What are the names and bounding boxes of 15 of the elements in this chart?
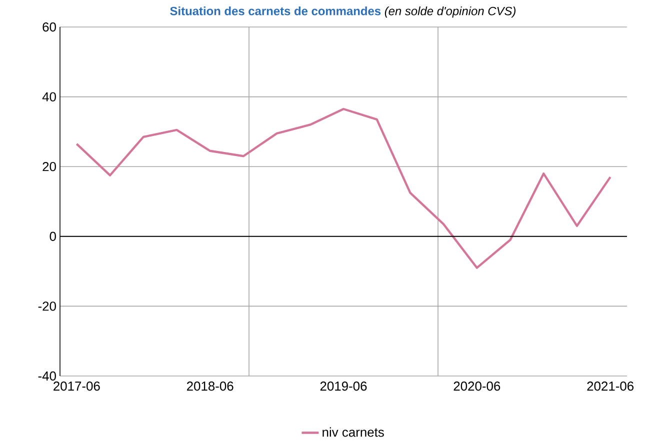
x-tick-label: 2017-06 <box>54 382 100 391</box>
line-series <box>76 108 612 269</box>
x-tick-label: 2021-06 <box>587 382 634 391</box>
legend-label: niv carnets <box>322 427 384 437</box>
y-tick-label: -20 <box>38 302 56 311</box>
x-tick-label: 2018-06 <box>186 382 234 391</box>
y-tick-label: -40 <box>38 371 56 381</box>
chart-title: Situation des carnets de commandes <box>170 6 381 16</box>
y-tick-label: 40 <box>42 92 56 102</box>
x-tick-label: 2019-06 <box>320 382 367 391</box>
x-tick-label: 2020-06 <box>454 382 500 391</box>
y-tick-label: 20 <box>42 162 56 172</box>
chart-subtitle: (en solde d'opinion CVS) <box>384 6 516 18</box>
y-tick-label: 60 <box>42 22 56 32</box>
y-tick-label: 0 <box>50 232 56 241</box>
